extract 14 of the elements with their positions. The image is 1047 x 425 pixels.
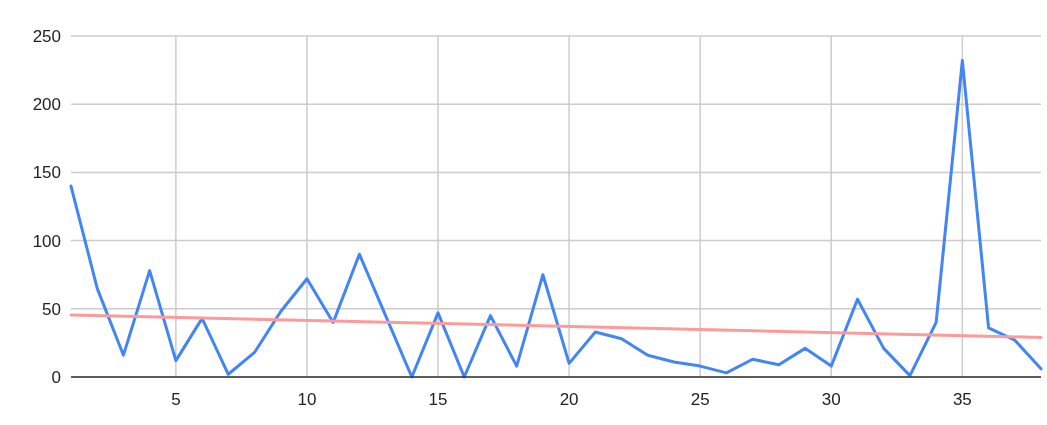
line-series xyxy=(69,59,1043,379)
x-tick-label: 35 xyxy=(952,390,972,409)
x-tick-label: 25 xyxy=(690,390,710,409)
x-tick-label: 30 xyxy=(821,390,841,409)
x-tick-label: 10 xyxy=(297,390,317,409)
x-tick-label: 5 xyxy=(171,390,181,409)
y-tick-label: 50 xyxy=(42,299,61,319)
x-tick-label: 20 xyxy=(559,390,579,409)
y-tick-label: 250 xyxy=(32,26,61,46)
y-tick-label: 100 xyxy=(32,231,61,251)
x-tick-label: 15 xyxy=(428,390,448,409)
y-tick-label: 150 xyxy=(32,163,61,183)
y-tick-label: 200 xyxy=(32,95,61,115)
y-tick-label: 0 xyxy=(51,367,61,387)
